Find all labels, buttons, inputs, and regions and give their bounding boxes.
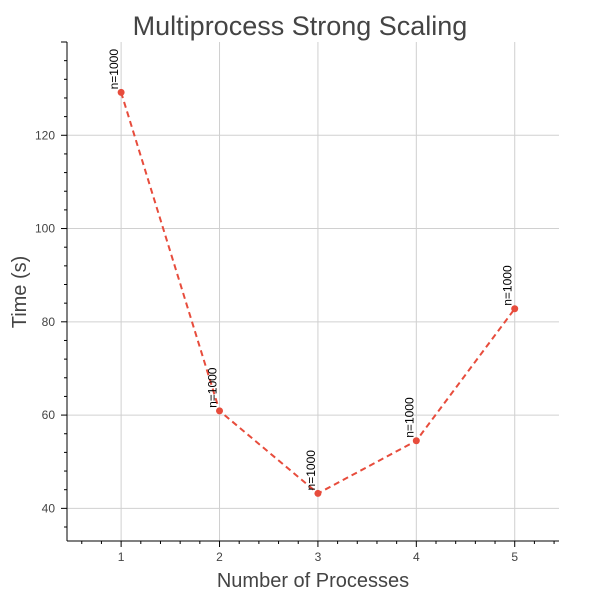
data-label: n=1000	[107, 49, 121, 90]
x-axis-label: Number of Processes	[217, 570, 409, 592]
x-tick-label: 4	[413, 550, 420, 564]
data-point	[117, 88, 125, 96]
y-tick-label: 80	[42, 315, 56, 329]
data-label: n=1000	[206, 367, 220, 408]
grid	[67, 42, 559, 541]
data-label: n=1000	[304, 450, 318, 491]
y-tick-label: 40	[42, 501, 56, 515]
data-point	[314, 489, 322, 497]
series: n=1000 n=1000 n=1000 n=1000 n=1000	[107, 49, 519, 497]
data-point	[511, 305, 519, 313]
y-tick-label: 120	[35, 128, 55, 142]
x-tick-label: 2	[216, 550, 223, 564]
y-tick-label: 100	[35, 222, 55, 236]
data-point	[412, 437, 420, 445]
x-tick-label: 5	[511, 550, 518, 564]
x-tick-label: 1	[118, 550, 125, 564]
chart-title: Multiprocess Strong Scaling	[133, 11, 468, 41]
data-label: n=1000	[501, 265, 515, 306]
y-tick-label: 60	[42, 408, 56, 422]
data-label: n=1000	[402, 397, 416, 438]
axes: 1 2 3 4 5 40 60 80 100 120	[35, 41, 559, 564]
data-point	[216, 407, 224, 415]
x-tick-label: 3	[315, 550, 322, 564]
y-axis-label: Time (s)	[9, 256, 31, 329]
